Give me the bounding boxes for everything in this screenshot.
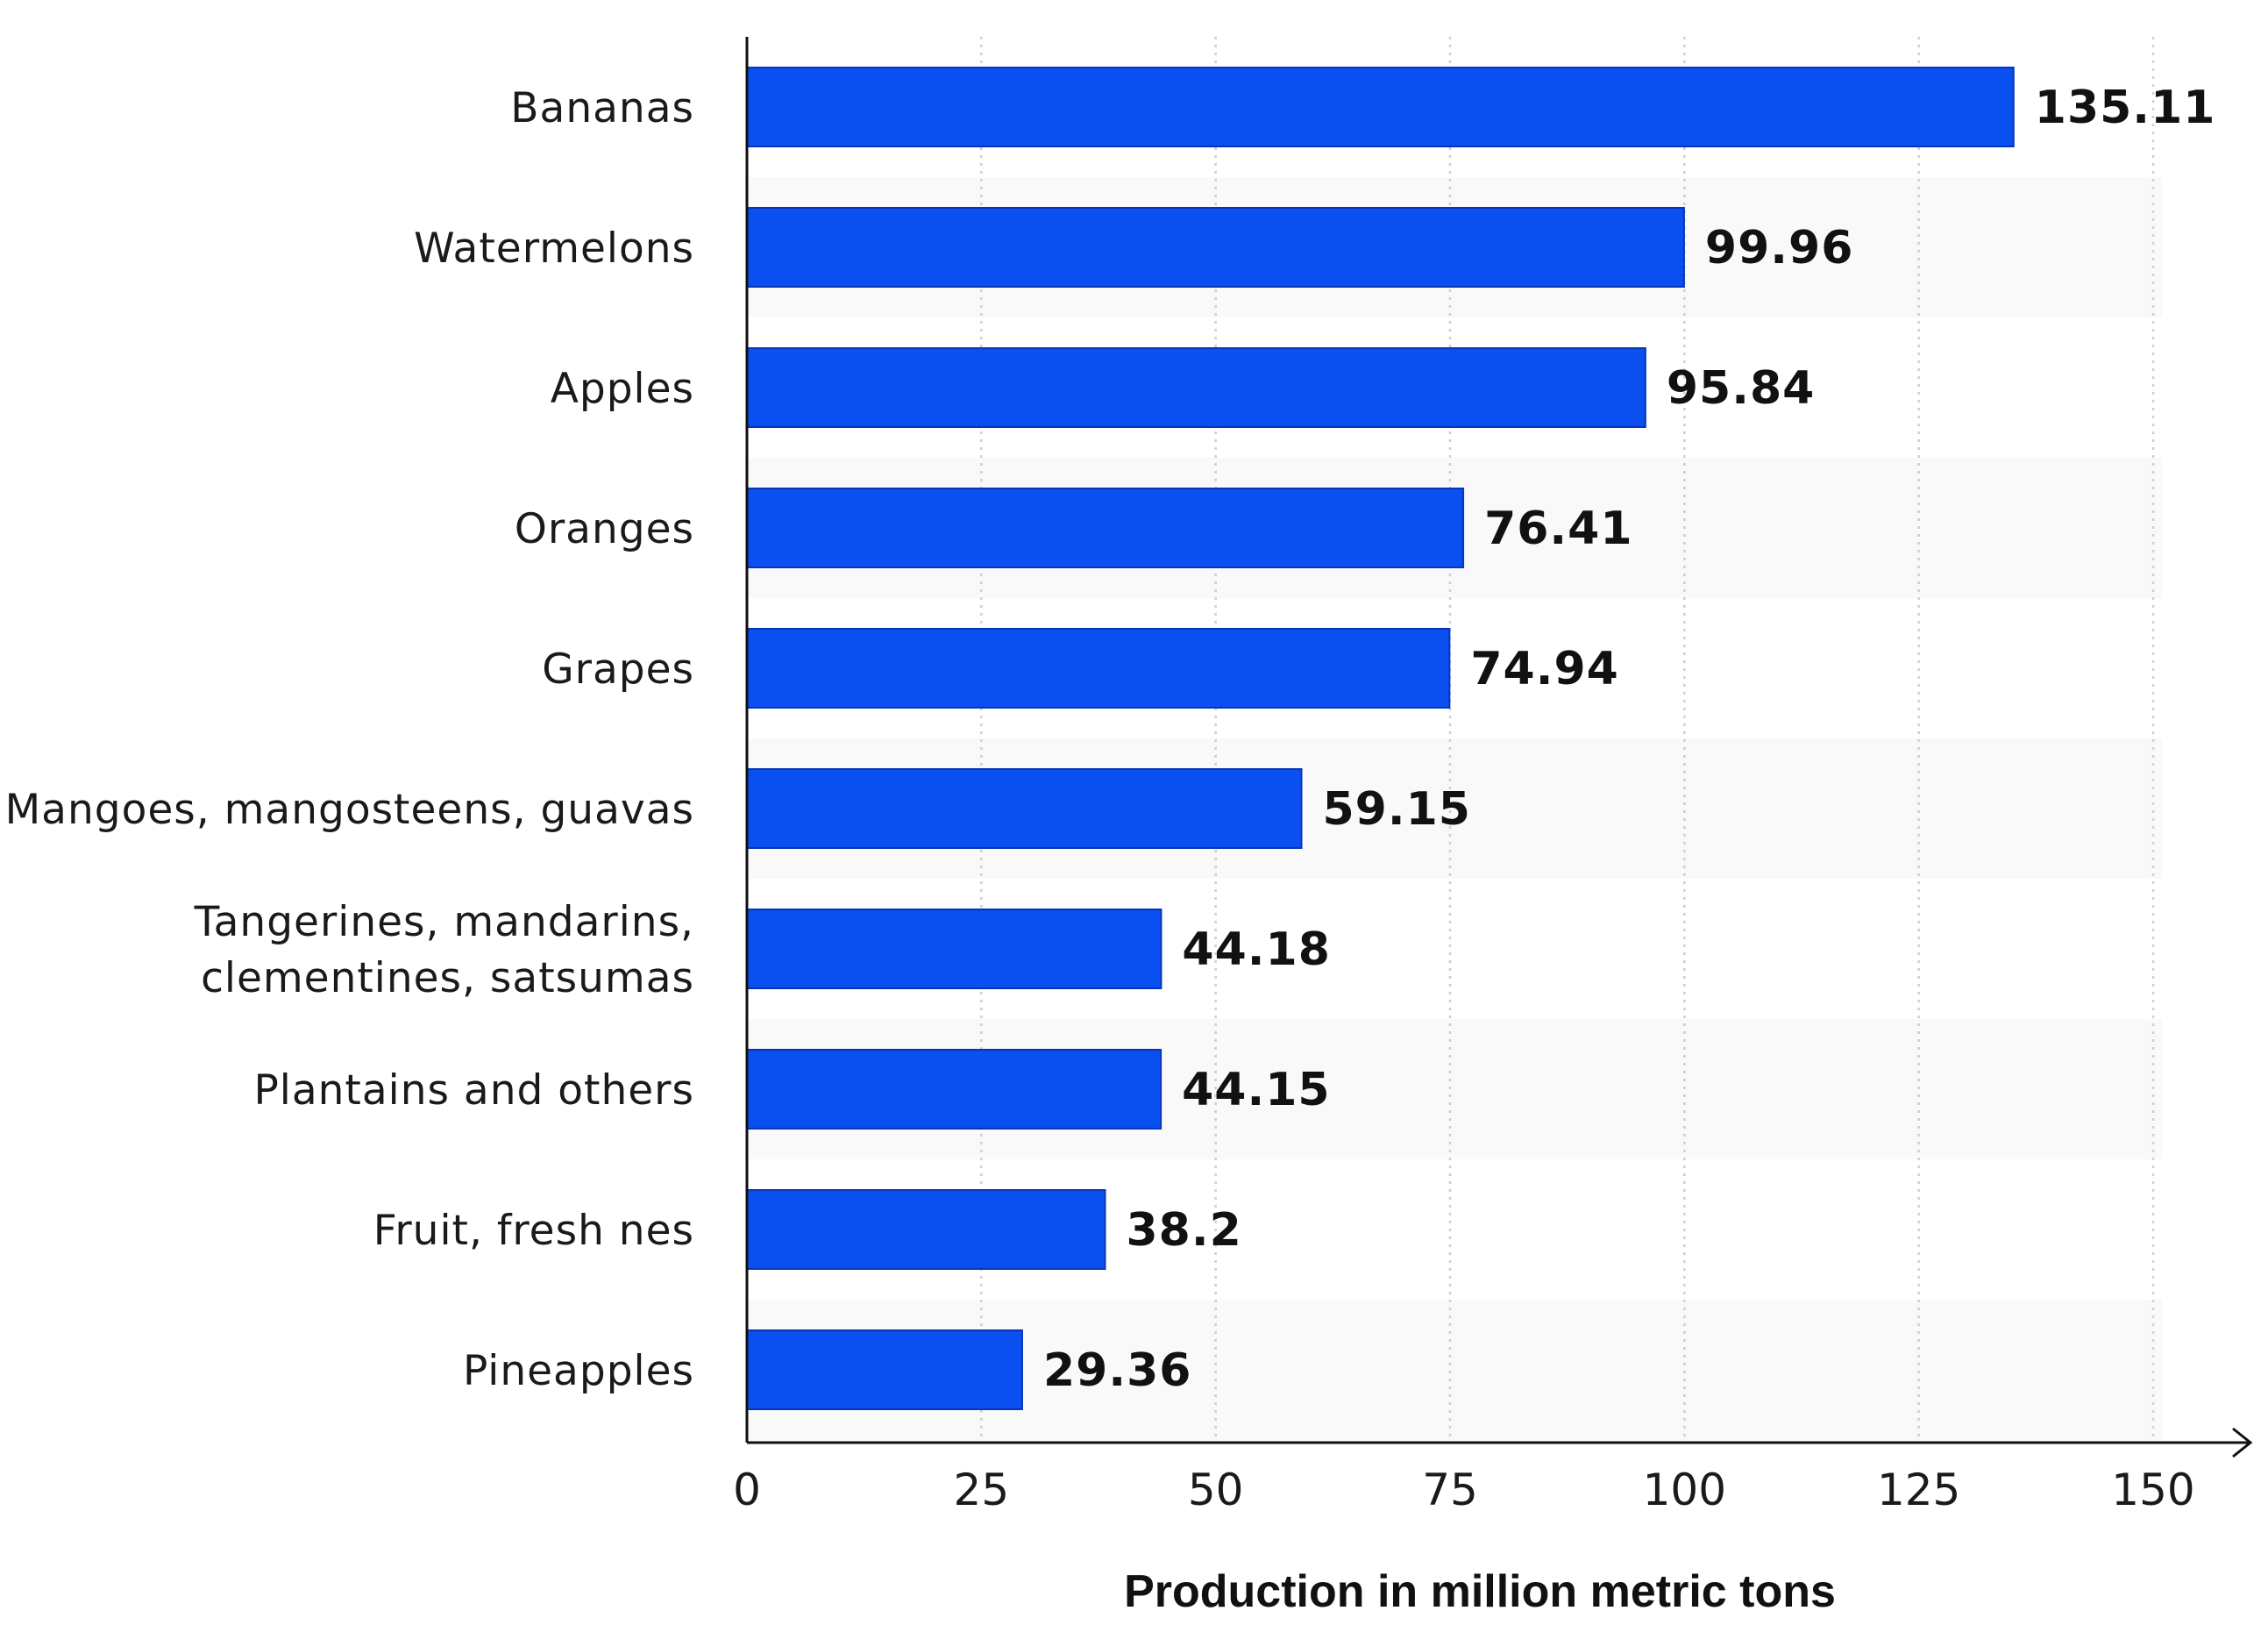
x-tick-labels: 0 25 50 75 100 125 150: [733, 1465, 2195, 1515]
category-label: clementines, satsumas: [201, 954, 694, 1002]
bar: [746, 1329, 1023, 1410]
bar: [746, 628, 1451, 709]
x-axis-arrow-icon: [2232, 1427, 2253, 1458]
value-label: 29.36: [1043, 1344, 1191, 1397]
bar: [746, 909, 1162, 989]
value-label: 74.94: [1470, 643, 1618, 695]
axes: [745, 37, 2253, 1458]
category-label: Oranges: [515, 505, 694, 553]
value-label: 44.15: [1182, 1064, 1330, 1116]
x-tick-label: 125: [1877, 1465, 1960, 1515]
category-label: Plantains and others: [253, 1066, 694, 1115]
value-labels: 135.11 99.96 95.84 76.41 74.94 59.15 44.18 44.1…: [1043, 82, 2215, 1397]
bar: [746, 768, 1303, 849]
bar: [746, 488, 1465, 568]
category-label: Grapes: [542, 645, 694, 694]
gridlines: [980, 37, 2155, 1443]
bar: [746, 67, 2015, 147]
x-tick-label: 75: [1422, 1465, 1478, 1515]
value-label: 44.18: [1182, 923, 1330, 976]
value-label: 76.41: [1484, 502, 1632, 555]
value-label: 135.11: [2035, 82, 2216, 134]
value-label: 38.2: [1126, 1204, 1241, 1257]
x-axis-title: Production in million metric tons: [1124, 1566, 1836, 1617]
category-label: Watermelons: [414, 225, 694, 273]
category-label: Pineapples: [463, 1347, 694, 1395]
category-label: Tangerines, mandarins,: [194, 898, 694, 946]
value-label: 95.84: [1667, 362, 1815, 415]
category-label: Bananas: [510, 84, 694, 132]
category-label: Fruit, fresh nes: [373, 1207, 694, 1255]
bar: [746, 347, 1646, 428]
x-tick-label: 0: [733, 1465, 761, 1515]
value-label: 99.96: [1705, 222, 1853, 274]
x-tick-label: 25: [954, 1465, 1010, 1515]
bar: [746, 1049, 1162, 1130]
x-tick-label: 150: [2111, 1465, 2194, 1515]
bar: [746, 1189, 1106, 1270]
category-label: Mangoes, mangosteens, guavas: [5, 786, 694, 834]
x-tick-label: 50: [1188, 1465, 1244, 1515]
bar: [746, 207, 1685, 288]
category-labels: Bananas Watermelons Apples Oranges Grapes Man…: [5, 84, 694, 1395]
x-tick-label: 100: [1643, 1465, 1726, 1515]
bars: [746, 67, 2015, 1410]
value-label: 59.15: [1323, 783, 1471, 836]
category-label: Apples: [551, 365, 694, 413]
